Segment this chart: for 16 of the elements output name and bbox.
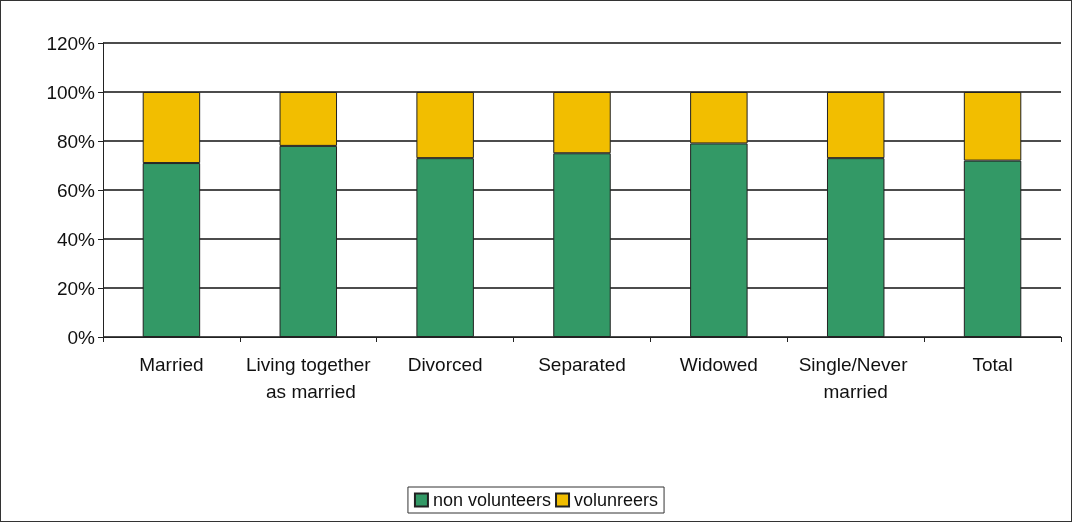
x-tick-label: Separated [538, 354, 626, 375]
y-tick-label: 40% [56, 228, 96, 250]
y-tick-label: 80% [56, 130, 96, 152]
y-tick-label: 120% [46, 32, 96, 54]
y-tick-label: 100% [46, 81, 96, 103]
x-tick-label: Married [139, 354, 204, 375]
legend-label: volunreers [574, 490, 659, 510]
x-tick-label: Total [972, 354, 1013, 375]
x-tick-label: Divorced [407, 354, 483, 375]
y-tick-label: 60% [56, 179, 96, 201]
x-tick-label: Widowed [679, 354, 758, 375]
y-tick-label: 20% [56, 277, 96, 299]
legend-label: non volunteers [432, 490, 552, 510]
y-tick-label: 0% [67, 326, 96, 348]
x-tick-label: Living together as married [245, 354, 372, 402]
x-tick-label: Single/Never married [798, 354, 913, 402]
